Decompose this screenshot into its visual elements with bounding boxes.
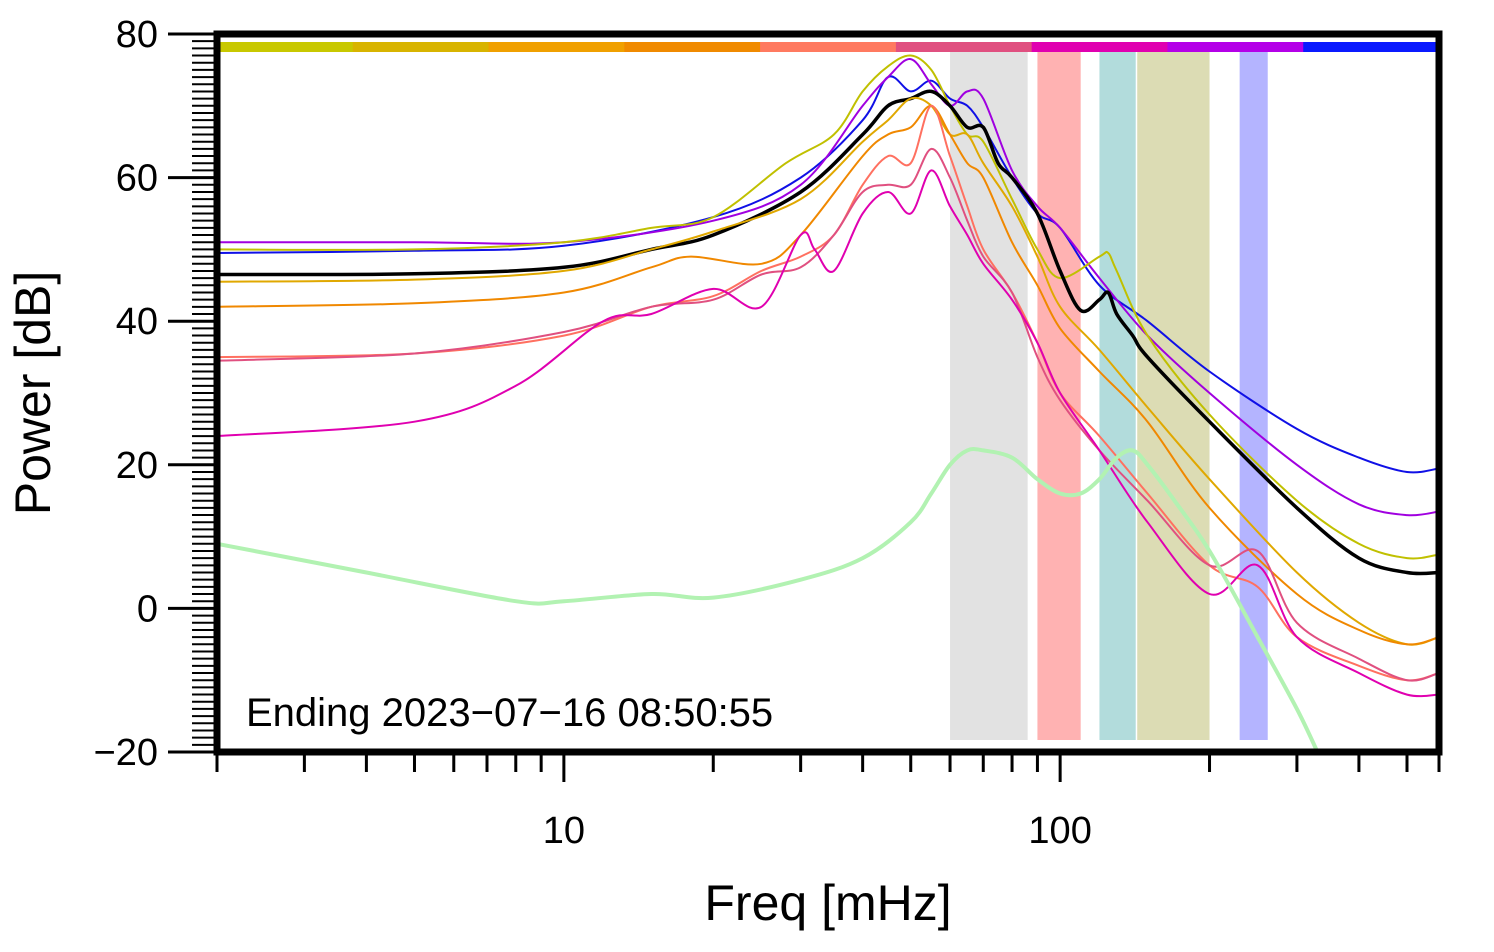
strip-segment-3: [624, 42, 761, 52]
y-tick-label: 20: [116, 445, 158, 487]
trace-yellow-orange: [216, 96, 1440, 646]
strip-segment-0: [217, 42, 354, 52]
strip-segment-1: [352, 42, 490, 52]
strip-segment-4: [760, 42, 897, 52]
band-3: [1137, 52, 1210, 740]
y-axis-title: Power [dB]: [5, 271, 61, 516]
y-tick-label: 60: [116, 158, 158, 200]
x-tick-label: 10: [543, 810, 585, 852]
band-2: [1099, 52, 1136, 740]
trace-magenta: [216, 169, 1440, 698]
top-color-strip: [217, 42, 1440, 52]
trace-orange: [216, 104, 1440, 646]
trace-noise-floor: [216, 447, 1320, 753]
plot-frame: [213, 30, 1443, 756]
spectrum-traces: [216, 54, 1440, 753]
strip-segment-5: [895, 42, 1033, 52]
trace-rose: [216, 147, 1440, 682]
y-tick-label: 0: [137, 588, 158, 630]
y-tick-label: −20: [94, 732, 158, 774]
x-axis-ticks: 10 100: [215, 752, 1441, 852]
strip-segment-2: [488, 42, 625, 52]
y-tick-label: 80: [116, 14, 158, 56]
trace-purple: [216, 58, 1440, 517]
y-axis-ticks: −20 0 20 40 60 80: [94, 14, 217, 774]
frequency-bands: [950, 52, 1268, 740]
y-tick-label: 40: [116, 301, 158, 343]
trace-mean: [216, 89, 1440, 576]
strip-segment-6: [1031, 42, 1168, 52]
strip-segment-8: [1303, 42, 1440, 52]
strip-segment-7: [1167, 42, 1304, 52]
x-tick-label: 100: [1028, 810, 1091, 852]
timestamp-annotation: Ending 2023−07−16 08:50:55: [246, 691, 773, 735]
x-axis-title: Freq [mHz]: [704, 875, 951, 931]
band-0: [950, 52, 1028, 740]
band-1: [1037, 52, 1081, 740]
